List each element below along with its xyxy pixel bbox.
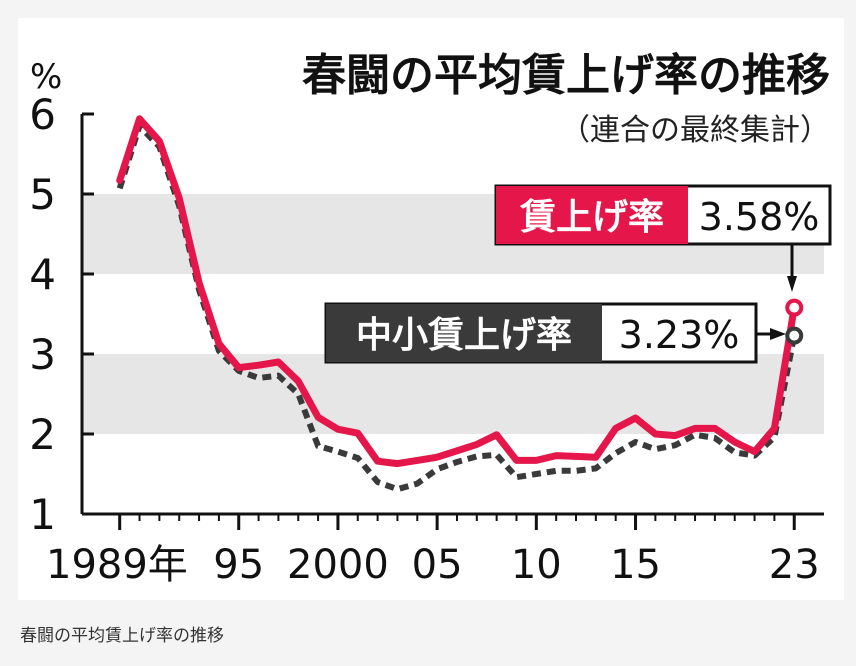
y-tick-labels: 1 2 3 4 5 6 <box>29 90 94 539</box>
series-label-small: 中小賃上げ率 3.23% <box>324 302 786 364</box>
y-tick-label-2: 2 <box>29 410 56 459</box>
x-tick-label-1995: 95 <box>213 542 264 588</box>
x-tick-label-2000: 2000 <box>287 542 389 588</box>
x-tick-labels: 1989年 95 2000 05 10 15 23 <box>46 514 820 588</box>
x-tick-label-1989: 1989年 <box>46 542 188 588</box>
series-line-small <box>116 123 798 493</box>
series-lines <box>116 115 798 493</box>
series-label-main: 賃上げ率 3.58% <box>494 184 832 292</box>
x-tick-label-2023: 23 <box>769 542 820 588</box>
series-label-main-name: 賃上げ率 <box>519 197 664 238</box>
y-tick-label-3: 3 <box>29 330 56 379</box>
chart-subtitle: （連合の最終集計） <box>560 113 830 148</box>
y-axis-unit: % <box>30 57 62 97</box>
y-tick-label-6: 6 <box>29 90 56 139</box>
y-tick-label-1: 1 <box>29 490 56 539</box>
series-line-main <box>116 115 798 468</box>
axes <box>80 114 824 516</box>
x-tick-label-2010: 10 <box>511 542 562 588</box>
figure-caption: 春闘の平均賃上げ率の推移 <box>20 626 224 646</box>
y-tick-label-4: 4 <box>29 250 56 299</box>
grid-band-0 <box>82 354 824 434</box>
series-label-main-value: 3.58% <box>699 195 820 239</box>
series-label-small-value: 3.23% <box>619 313 740 357</box>
endpoint-marker-main <box>785 298 804 317</box>
series-label-small-name-bg <box>326 304 602 362</box>
y-tick-label-5: 5 <box>29 170 56 219</box>
x-tick-label-2015: 15 <box>610 542 661 588</box>
series-label-main-pointer-tip <box>787 276 797 292</box>
series-label-small-name: 中小賃上げ率 <box>356 315 572 356</box>
series-label-small-pointer-tip <box>770 328 786 340</box>
x-tick-label-2005: 05 <box>412 542 463 588</box>
chart-title: 春闘の平均賃上げ率の推移 <box>302 50 830 101</box>
endpoint-markers <box>785 298 804 345</box>
series-label-main-name-bg <box>496 186 688 244</box>
endpoint-marker-small <box>785 326 804 345</box>
